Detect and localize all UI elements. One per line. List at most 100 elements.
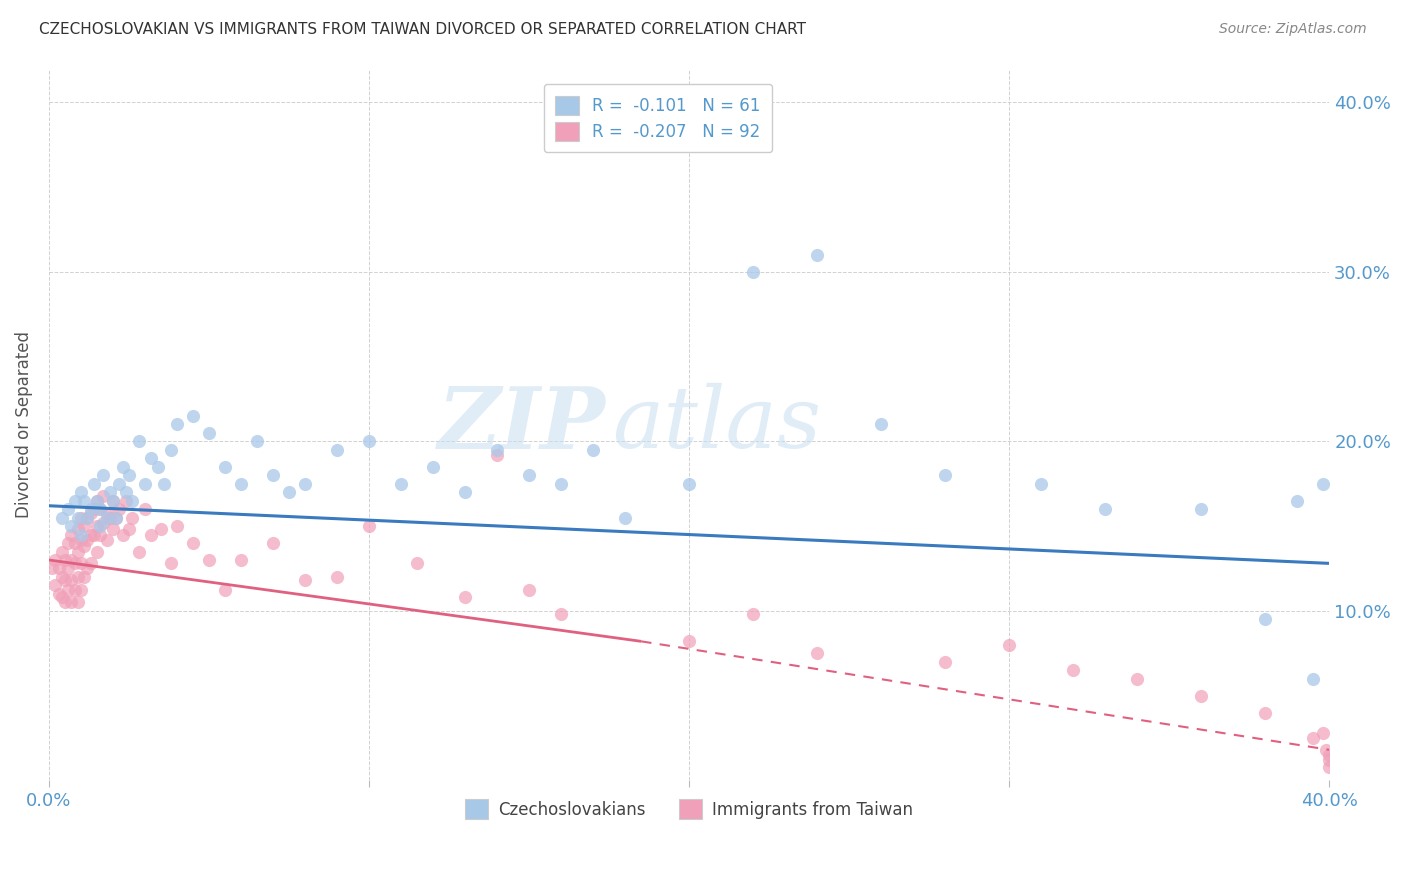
Point	[83, 527, 105, 541]
Point	[121, 510, 143, 524]
Point	[79, 557, 101, 571]
Point	[198, 553, 221, 567]
Point	[51, 544, 73, 558]
Point	[56, 536, 79, 550]
Point	[96, 506, 118, 520]
Point	[48, 587, 70, 601]
Point	[98, 485, 121, 500]
Point	[1312, 476, 1334, 491]
Point	[1094, 502, 1116, 516]
Point	[93, 468, 115, 483]
Point	[66, 523, 89, 537]
Point	[44, 578, 66, 592]
Point	[73, 519, 96, 533]
Point	[326, 442, 349, 457]
Point	[1254, 706, 1277, 720]
Point	[118, 468, 141, 483]
Text: ZIP: ZIP	[439, 383, 606, 467]
Point	[1189, 502, 1212, 516]
Point	[1312, 726, 1334, 740]
Point	[63, 557, 86, 571]
Point	[86, 519, 108, 533]
Point	[76, 510, 98, 524]
Point	[141, 451, 163, 466]
Point	[114, 493, 136, 508]
Point	[1254, 612, 1277, 626]
Point	[357, 434, 380, 449]
Point	[1317, 760, 1340, 774]
Point	[70, 583, 93, 598]
Point	[121, 493, 143, 508]
Point	[229, 553, 252, 567]
Point	[742, 607, 765, 622]
Point	[89, 502, 111, 516]
Point	[70, 527, 93, 541]
Point	[53, 574, 76, 588]
Point	[134, 502, 156, 516]
Point	[70, 533, 93, 547]
Point	[105, 510, 128, 524]
Point	[60, 574, 83, 588]
Point	[294, 574, 316, 588]
Point	[51, 510, 73, 524]
Point	[1062, 663, 1084, 677]
Point	[63, 583, 86, 598]
Point	[76, 510, 98, 524]
Point	[96, 533, 118, 547]
Point	[294, 476, 316, 491]
Point	[159, 557, 181, 571]
Point	[486, 448, 509, 462]
Point	[51, 591, 73, 605]
Point	[934, 655, 956, 669]
Point	[357, 519, 380, 533]
Point	[406, 557, 429, 571]
Point	[56, 502, 79, 516]
Point	[89, 527, 111, 541]
Point	[79, 502, 101, 516]
Point	[150, 523, 173, 537]
Point	[1315, 743, 1337, 757]
Point	[1189, 689, 1212, 703]
Point	[262, 536, 284, 550]
Point	[159, 442, 181, 457]
Point	[678, 634, 700, 648]
Point	[76, 533, 98, 547]
Point	[246, 434, 269, 449]
Point	[41, 561, 63, 575]
Point	[101, 493, 124, 508]
Point	[44, 553, 66, 567]
Point	[66, 595, 89, 609]
Point	[111, 459, 134, 474]
Point	[678, 476, 700, 491]
Point	[60, 595, 83, 609]
Point	[118, 523, 141, 537]
Point	[53, 595, 76, 609]
Point	[550, 607, 572, 622]
Point	[108, 502, 131, 516]
Point	[229, 476, 252, 491]
Point	[198, 425, 221, 440]
Point	[134, 476, 156, 491]
Point	[582, 442, 605, 457]
Point	[422, 459, 444, 474]
Point	[1317, 753, 1340, 767]
Point	[214, 459, 236, 474]
Point	[83, 502, 105, 516]
Point	[70, 557, 93, 571]
Point	[86, 493, 108, 508]
Point	[79, 527, 101, 541]
Text: Source: ZipAtlas.com: Source: ZipAtlas.com	[1219, 22, 1367, 37]
Point	[146, 459, 169, 474]
Point	[105, 510, 128, 524]
Point	[262, 468, 284, 483]
Point	[128, 434, 150, 449]
Point	[101, 523, 124, 537]
Point	[934, 468, 956, 483]
Point	[1126, 672, 1149, 686]
Point	[742, 265, 765, 279]
Point	[998, 638, 1021, 652]
Point	[1031, 476, 1053, 491]
Y-axis label: Divorced or Separated: Divorced or Separated	[15, 331, 32, 518]
Point	[60, 553, 83, 567]
Point	[73, 570, 96, 584]
